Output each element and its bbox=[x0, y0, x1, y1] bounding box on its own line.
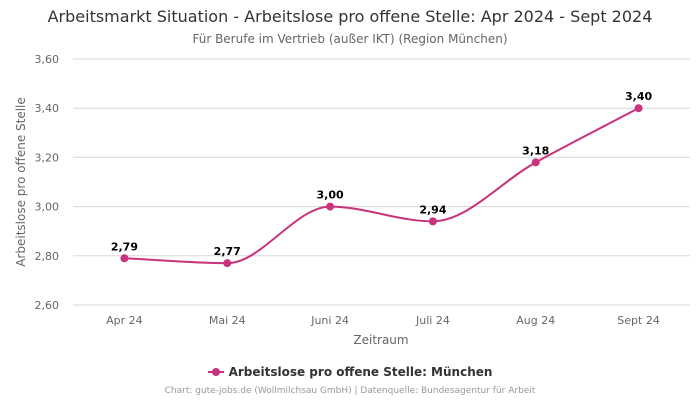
data-point[interactable] bbox=[326, 202, 335, 211]
x-tick-label: Aug 24 bbox=[516, 314, 555, 327]
y-axis-ticks: 2,60 2,80 3,00 3,20 3,40 3,60 bbox=[35, 53, 60, 312]
y-tick-label: 3,60 bbox=[35, 53, 60, 66]
y-tick-label: 3,20 bbox=[35, 151, 60, 164]
chart-credits: Chart: gute-jobs.de (Wollmilchsau GmbH) … bbox=[164, 386, 536, 396]
legend-marker-icon bbox=[207, 367, 224, 377]
x-tick-label: Mai 24 bbox=[209, 314, 246, 327]
y-tick-label: 2,80 bbox=[35, 250, 60, 263]
series-layer bbox=[120, 104, 643, 268]
x-axis-title: Zeitraum bbox=[353, 333, 408, 347]
data-point[interactable] bbox=[428, 217, 437, 226]
y-axis-title: Arbeitslose pro offene Stelle bbox=[14, 97, 28, 267]
y-tick-label: 3,00 bbox=[35, 201, 60, 214]
chart-subtitle: Für Berufe im Vertrieb (außer IKT) (Regi… bbox=[192, 32, 508, 46]
data-point[interactable] bbox=[120, 254, 129, 263]
data-point[interactable] bbox=[531, 158, 540, 167]
data-label: 3,00 bbox=[317, 189, 344, 202]
data-label: 2,77 bbox=[214, 245, 241, 258]
grid-lines bbox=[73, 58, 690, 306]
legend-label: Arbeitslose pro offene Stelle: München bbox=[228, 365, 493, 379]
legend[interactable]: Arbeitslose pro offene Stelle: München bbox=[0, 365, 700, 379]
data-label: 3,40 bbox=[625, 90, 652, 103]
data-label: 2,94 bbox=[419, 203, 446, 216]
x-tick-label: Apr 24 bbox=[106, 314, 143, 327]
y-tick-label: 2,60 bbox=[35, 299, 60, 312]
chart-title: Arbeitsmarkt Situation - Arbeitslose pro… bbox=[47, 7, 653, 26]
y-tick-label: 3,40 bbox=[35, 102, 60, 115]
data-point[interactable] bbox=[223, 259, 232, 268]
data-label: 2,79 bbox=[111, 240, 138, 253]
x-tick-label: Juni 24 bbox=[310, 314, 349, 327]
x-axis-ticks: Apr 24 Mai 24 Juni 24 Juli 24 Aug 24 Sept 24 bbox=[106, 314, 660, 327]
x-tick-label: Juli 24 bbox=[415, 314, 450, 327]
series-line bbox=[124, 107, 640, 265]
data-point[interactable] bbox=[634, 104, 643, 113]
data-labels: 2,79 2,77 3,00 2,94 3,18 3,40 bbox=[111, 90, 653, 258]
data-label: 3,18 bbox=[522, 144, 549, 157]
x-tick-label: Sept 24 bbox=[617, 314, 660, 327]
